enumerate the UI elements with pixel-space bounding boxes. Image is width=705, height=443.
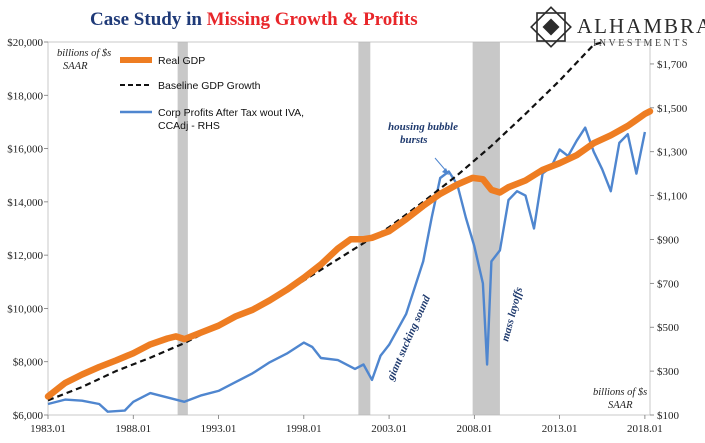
- x-tick-label: 1998.01: [286, 423, 322, 435]
- x-tick-label: 2003.01: [371, 423, 407, 435]
- x-tick-label: 1988.01: [115, 423, 151, 435]
- annotation-arrowhead: [442, 168, 449, 175]
- left-tick-label: $14,000: [7, 197, 43, 209]
- logo-sub: INVESTMENTS: [593, 38, 690, 49]
- right-tick-label: $700: [657, 278, 680, 290]
- left-tick-label: $10,000: [7, 303, 43, 315]
- left-tick-label: $6,000: [13, 410, 44, 422]
- left-unit-note: billions of $s SAAR: [57, 48, 111, 72]
- right-tick-label: $100: [657, 410, 680, 422]
- right-tick-label: $900: [657, 234, 680, 246]
- x-axis: 1983.01 1988.01 1993.01 1998.01 2003.01 2008.…: [30, 415, 663, 435]
- legend-label-baseline: Baseline GDP Growth: [158, 80, 261, 92]
- legend: Real GDP Baseline GDP Growth Corp Profit…: [120, 55, 307, 132]
- series-real-gdp: [44, 108, 654, 400]
- x-tick-label: 2018.01: [627, 423, 663, 435]
- star-icon: [530, 6, 572, 48]
- right-tick-label: $1,300: [657, 147, 688, 159]
- series-baseline-gdp: [47, 40, 605, 402]
- legend-label-profits-line2: CCAdj - RHS: [158, 120, 220, 132]
- annotation-layoffs: mass layoffs: [499, 286, 525, 343]
- left-tick-label: $20,000: [7, 37, 43, 49]
- legend-label-profits: Corp Profits After Tax wout IVA, CCAdj -…: [158, 107, 307, 132]
- left-tick-label: $8,000: [13, 357, 44, 369]
- right-unit-note: billions of $s SAAR: [593, 387, 647, 411]
- series-corp-profits: [47, 126, 647, 413]
- left-tick-label: $16,000: [7, 144, 43, 156]
- left-axis: $6,000 $8,000 $10,000 $12,000 $14,000 $16,000…: [7, 37, 48, 422]
- right-axis: $100 $300 $500 $700 $900 $1,100 $1,300 $1,500 $1…: [650, 59, 688, 422]
- legend-label-profits-line1: Corp Profits After Tax wout IVA,: [158, 107, 304, 119]
- left-tick-label: $18,000: [7, 90, 43, 102]
- series-layer: [44, 40, 654, 413]
- alhambra-logo: ALHAMBRA INVESTMENTS: [530, 6, 705, 49]
- x-tick-label: 2008.01: [456, 423, 492, 435]
- recession-band: [358, 42, 371, 415]
- right-tick-label: $500: [657, 322, 680, 334]
- chart-title: Case Study in Missing Growth & Profits: [90, 9, 418, 30]
- x-tick-label: 2013.01: [542, 423, 578, 435]
- right-tick-label: $1,700: [657, 59, 688, 71]
- plot-frame: [47, 41, 651, 416]
- right-tick-label: $1,100: [657, 191, 688, 203]
- annotation-housing: housing bubble bursts: [388, 121, 458, 175]
- recession-bands: [177, 42, 500, 415]
- logo-name: ALHAMBRA: [577, 14, 705, 38]
- right-tick-label: $1,500: [657, 103, 688, 115]
- x-tick-label: 1993.01: [201, 423, 237, 435]
- recession-band: [177, 42, 188, 415]
- x-tick-label: 1983.01: [30, 423, 66, 435]
- right-tick-label: $300: [657, 366, 680, 378]
- left-tick-label: $12,000: [7, 250, 43, 262]
- legend-label-gdp: Real GDP: [158, 55, 205, 67]
